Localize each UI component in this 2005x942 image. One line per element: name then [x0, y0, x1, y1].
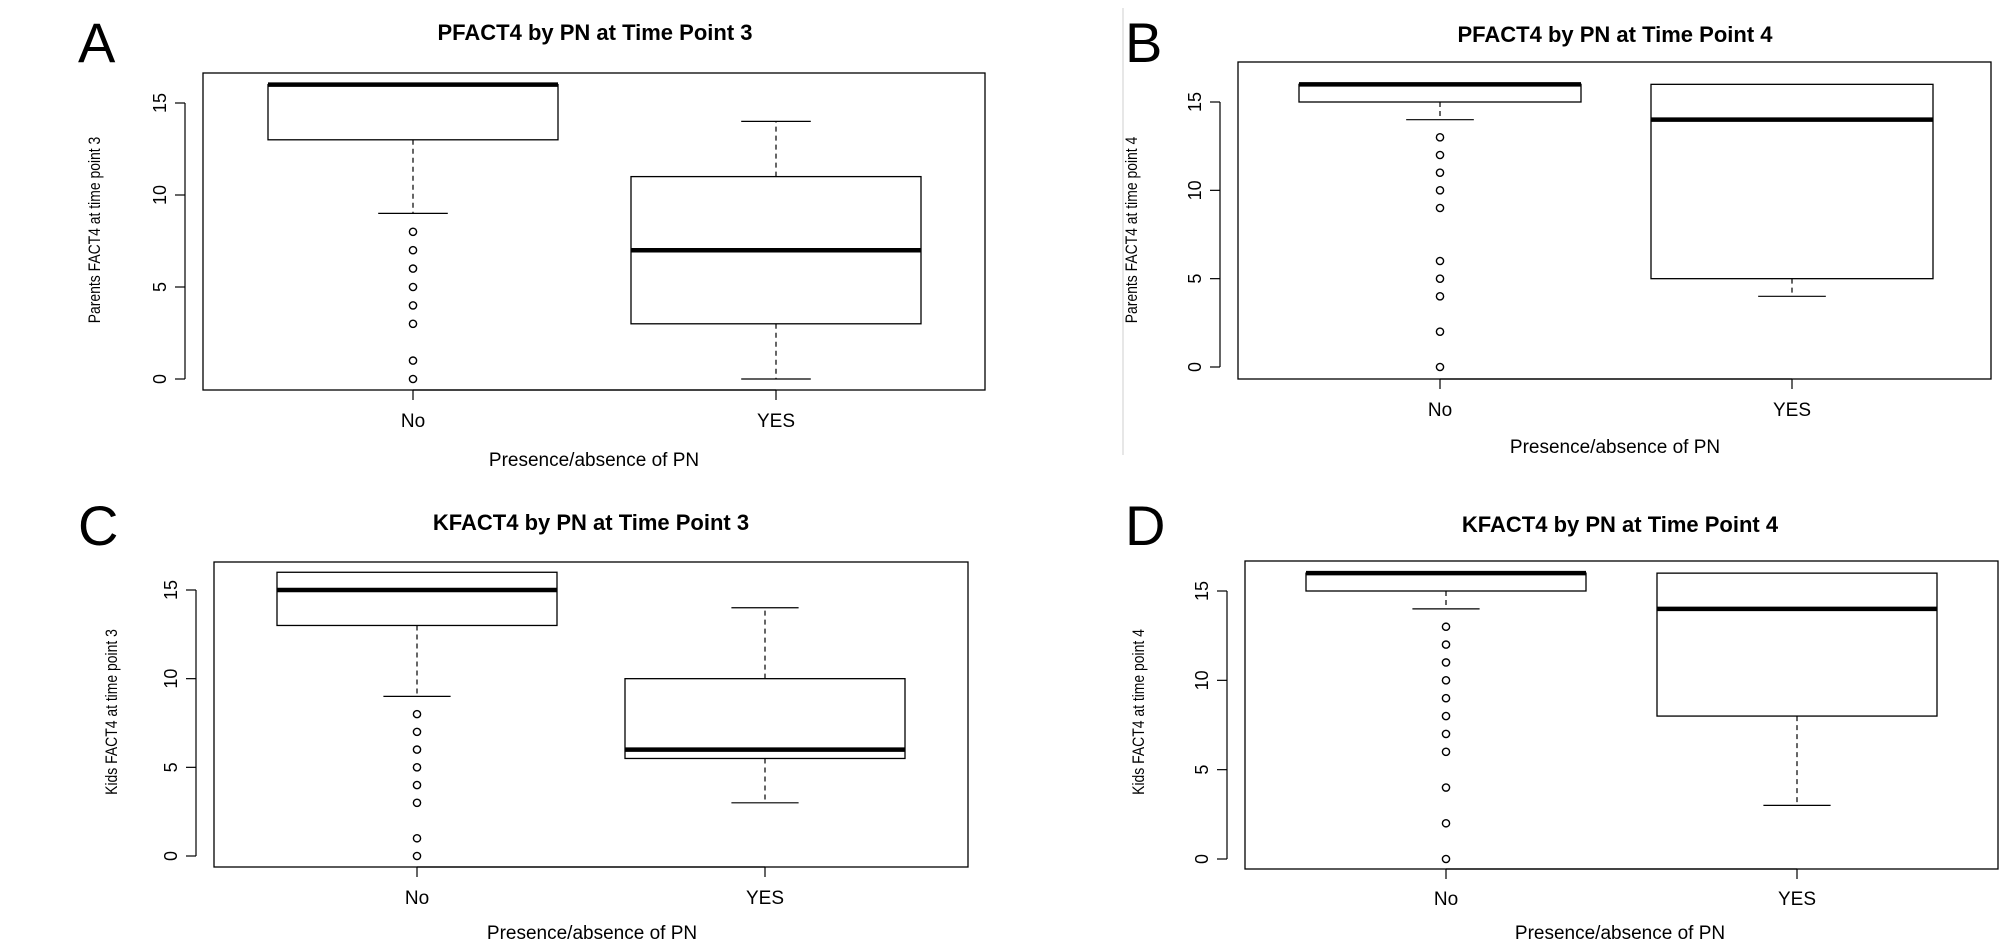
- outlier-point: [408, 245, 418, 255]
- outlier-point: [412, 709, 422, 719]
- outlier-point: [1435, 292, 1445, 301]
- outlier-point: [1441, 854, 1451, 864]
- outlier-point: [408, 301, 418, 310]
- outlier-point: [1435, 362, 1445, 372]
- x-tick-label: YES: [757, 411, 795, 432]
- outlier-point: [412, 727, 422, 737]
- x-axis-label: Presence/absence of PN: [487, 923, 697, 942]
- y-axis-label: Kids FACT4 at time point 4: [1130, 629, 1149, 795]
- y-tick-label: 10: [1185, 180, 1205, 200]
- panel-c: C KFACT4 by PN at Time Point 3 0 5 10 15 No YES…: [78, 494, 969, 942]
- outlier-point: [1441, 640, 1451, 649]
- x-tick-label: YES: [746, 888, 784, 909]
- outlier-point: [1441, 729, 1451, 739]
- outlier-point: [412, 763, 422, 772]
- outlier-point: [1441, 747, 1451, 757]
- box-yes: [1656, 572, 1938, 807]
- y-tick-label: 0: [1192, 854, 1212, 864]
- iqr-box: [624, 678, 906, 760]
- y-tick-label: 10: [1192, 670, 1212, 690]
- y-tick-label: 0: [150, 374, 170, 384]
- panel-a: A PFACT4 by PN at Time Point 3 0 5 10 15 No YES…: [78, 11, 986, 471]
- panel-b: B PFACT4 by PN at Time Point 4 0 5 10 15 No YES…: [1123, 11, 1992, 458]
- y-tick-label: 15: [150, 93, 170, 113]
- outlier-point: [1435, 133, 1445, 142]
- outlier-point: [408, 282, 418, 292]
- outlier-point: [412, 851, 422, 861]
- y-tick-label: 0: [1185, 362, 1205, 372]
- iqr-box: [1305, 572, 1587, 592]
- outlier-point: [1441, 676, 1451, 685]
- iqr-box: [1656, 572, 1938, 717]
- outlier-point: [1435, 203, 1445, 213]
- y-tick-label: 5: [161, 762, 181, 772]
- box-yes: [630, 120, 922, 380]
- y-tick-label: 5: [1192, 765, 1212, 775]
- iqr-box: [267, 83, 559, 141]
- outlier-point: [412, 745, 422, 754]
- iqr-box: [1650, 83, 1934, 280]
- x-axis-label: Presence/absence of PN: [1515, 923, 1725, 942]
- chart-title: KFACT4 by PN at Time Point 3: [433, 510, 749, 535]
- outlier-point: [1435, 150, 1445, 160]
- outlier-point: [1441, 711, 1451, 721]
- outlier-point: [1441, 622, 1451, 632]
- x-tick-label: YES: [1773, 400, 1811, 421]
- outlier-point: [1435, 186, 1445, 195]
- box-no: [1305, 570, 1587, 864]
- y-axis-label: Kids FACT4 at time point 3: [103, 629, 122, 795]
- y-tick-label: 15: [1192, 581, 1212, 601]
- outlier-point: [408, 374, 418, 384]
- x-axis-label: Presence/absence of PN: [489, 450, 699, 471]
- outlier-point: [408, 264, 418, 273]
- panel-letter: B: [1125, 11, 1162, 74]
- x-tick-label: YES: [1778, 889, 1816, 910]
- x-tick-label: No: [1428, 400, 1452, 421]
- outlier-point: [408, 356, 418, 365]
- x-tick-label: No: [1434, 889, 1458, 910]
- y-tick-label: 15: [1185, 92, 1205, 112]
- box-no: [1298, 82, 1582, 372]
- y-tick-label: 15: [161, 580, 181, 600]
- outlier-point: [412, 780, 422, 790]
- box-no: [267, 82, 559, 384]
- iqr-box: [1298, 83, 1582, 103]
- x-tick-label: No: [401, 411, 425, 432]
- chart-title: PFACT4 by PN at Time Point 4: [1458, 22, 1774, 47]
- chart-title: KFACT4 by PN at Time Point 4: [1462, 512, 1779, 537]
- outlier-point: [1435, 274, 1445, 283]
- box-no: [276, 571, 558, 861]
- y-axis-label: Parents FACT4 at time point 4: [1123, 136, 1142, 323]
- outlier-point: [412, 833, 422, 843]
- iqr-box: [276, 571, 558, 627]
- y-tick-label: 5: [1185, 274, 1205, 284]
- y-tick-label: 0: [161, 851, 181, 861]
- outlier-point: [1435, 168, 1445, 177]
- outlier-point: [408, 227, 418, 237]
- chart-title: PFACT4 by PN at Time Point 3: [438, 20, 753, 45]
- outlier-point: [1435, 327, 1445, 336]
- y-tick-label: 5: [150, 282, 170, 292]
- x-axis-label: Presence/absence of PN: [1510, 437, 1720, 458]
- outlier-point: [412, 798, 422, 808]
- outlier-point: [1435, 256, 1445, 266]
- panel-d: D KFACT4 by PN at Time Point 4 0 5 10 15 No YES…: [1125, 494, 1999, 942]
- panel-letter: C: [78, 494, 118, 557]
- box-yes: [624, 607, 906, 804]
- y-tick-label: 10: [161, 669, 181, 689]
- outlier-point: [1441, 693, 1451, 703]
- box-yes: [1650, 83, 1934, 297]
- outlier-point: [1441, 658, 1451, 667]
- outlier-point: [408, 319, 418, 329]
- y-axis-label: Parents FACT4 at time point 3: [86, 137, 105, 324]
- panel-letter: A: [78, 11, 116, 74]
- panel-letter: D: [1125, 494, 1165, 557]
- outlier-point: [1441, 818, 1451, 828]
- x-tick-label: No: [405, 888, 429, 909]
- outlier-point: [1441, 783, 1451, 792]
- y-tick-label: 10: [150, 185, 170, 205]
